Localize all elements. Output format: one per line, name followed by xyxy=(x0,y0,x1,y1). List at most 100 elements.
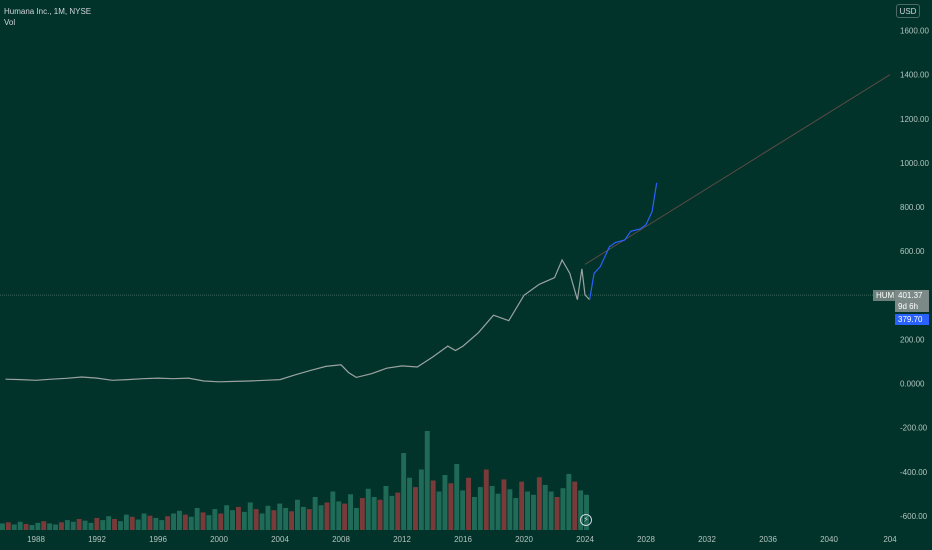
volume-bar xyxy=(383,486,389,530)
x-tick-label: 2000 xyxy=(210,535,228,544)
x-tick-label: 2040 xyxy=(820,535,838,544)
y-tick-label: 1600.00 xyxy=(900,27,929,36)
y-tick-label: 1000.00 xyxy=(900,159,929,168)
volume-bar xyxy=(342,503,348,530)
volume-bar xyxy=(554,497,560,530)
volume-bar xyxy=(283,508,289,530)
volume-bar xyxy=(70,521,76,530)
volume-bar xyxy=(129,516,135,530)
bar-countdown-tag: 9d 6h xyxy=(895,301,929,312)
volume-bar xyxy=(94,517,100,530)
x-tick-label: 2016 xyxy=(454,535,472,544)
volume-bar xyxy=(477,487,483,530)
volume-bar xyxy=(448,483,454,530)
volume-bar xyxy=(88,522,94,530)
volume-bar xyxy=(525,491,530,530)
volume-bar xyxy=(277,503,283,530)
volume-bar xyxy=(501,479,507,530)
volume-bar xyxy=(330,491,336,530)
volume-bar xyxy=(442,475,448,530)
volume-bar xyxy=(295,499,300,530)
volume-bar xyxy=(0,523,5,530)
volume-bar xyxy=(59,522,64,530)
x-tick-label: 2020 xyxy=(515,535,533,544)
projection-line[interactable] xyxy=(589,182,658,300)
volume-bar xyxy=(29,525,35,530)
volume-bar xyxy=(141,513,147,530)
x-tick-label: 2004 xyxy=(271,535,289,544)
volume-bar xyxy=(17,521,23,530)
chart-legend: Humana Inc., 1M, NYSE Vol xyxy=(4,6,91,28)
volume-bar xyxy=(265,505,271,530)
volume-bar xyxy=(35,522,41,530)
last-price-tag: 401.37 xyxy=(895,290,929,301)
volume-label[interactable]: Vol xyxy=(4,18,16,27)
y-tick-label: -400.00 xyxy=(900,468,928,477)
volume-bar xyxy=(241,511,247,530)
volume-bar xyxy=(177,510,182,530)
volume-bar xyxy=(182,514,188,530)
volume-bar xyxy=(200,512,206,530)
volume-bar xyxy=(407,477,412,530)
price-axis[interactable]: 1600.00 1400.00 1200.00 1000.00 800.00 600.00… xyxy=(900,27,929,522)
x-tick-label: 2008 xyxy=(332,535,350,544)
volume-bar xyxy=(82,520,88,530)
y-tick-label: 0.0000 xyxy=(900,380,925,389)
volume-bar xyxy=(395,492,401,530)
y-tick-label: 1200.00 xyxy=(900,115,929,124)
volume-bar xyxy=(454,464,460,530)
time-axis[interactable]: 1988 1992 1996 2000 2004 2008 2012 2016 2020 2024… xyxy=(27,535,897,544)
lightning-icon[interactable]: ⚡ xyxy=(580,514,592,526)
y-tick-label: -200.00 xyxy=(900,424,928,433)
volume-bar xyxy=(354,508,359,530)
volume-bar xyxy=(413,487,418,530)
volume-bar xyxy=(171,513,176,530)
volume-bar xyxy=(300,506,306,530)
volume-bar xyxy=(418,469,424,530)
volume-bar xyxy=(531,494,536,530)
volume-bar xyxy=(289,511,294,530)
volume-bars xyxy=(0,431,589,530)
close-price-tag: 379.70 xyxy=(895,314,929,325)
volume-bar xyxy=(188,516,194,530)
y-tick-label: -600.00 xyxy=(900,512,928,521)
volume-bar xyxy=(206,515,212,530)
volume-bar xyxy=(430,480,436,530)
price-series-line xyxy=(5,258,591,383)
currency-button[interactable]: USD xyxy=(896,4,920,18)
volume-bar xyxy=(218,513,224,530)
volume-bar xyxy=(389,495,395,530)
volume-bar xyxy=(460,490,466,530)
volume-bar xyxy=(230,510,235,530)
x-tick-label: 2032 xyxy=(698,535,716,544)
y-tick-label: 600.00 xyxy=(900,247,925,256)
volume-bar xyxy=(507,489,513,530)
volume-bar xyxy=(324,502,330,530)
volume-bar xyxy=(253,509,259,530)
volume-bar xyxy=(236,506,241,530)
trend-line[interactable] xyxy=(584,74,891,265)
volume-bar xyxy=(271,510,277,530)
volume-bar xyxy=(11,524,17,530)
x-tick-label: 204 xyxy=(883,535,897,544)
volume-bar xyxy=(76,519,82,530)
volume-bar xyxy=(584,494,589,530)
volume-bar xyxy=(247,502,253,530)
volume-bar xyxy=(466,477,471,530)
volume-bar xyxy=(312,497,318,530)
y-tick-label: 1400.00 xyxy=(900,71,929,80)
volume-bar xyxy=(401,453,407,530)
volume-bar xyxy=(106,516,112,530)
volume-bar xyxy=(23,523,29,530)
volume-bar xyxy=(578,490,584,530)
volume-bar xyxy=(147,515,153,530)
volume-bar xyxy=(153,517,159,530)
volume-bar xyxy=(53,524,58,530)
volume-bar xyxy=(41,521,47,530)
volume-bar xyxy=(306,509,312,530)
volume-bar xyxy=(100,520,106,530)
x-tick-label: 1992 xyxy=(88,535,106,544)
symbol-title[interactable]: Humana Inc., 1M, NYSE xyxy=(4,7,92,16)
x-tick-label: 1996 xyxy=(149,535,167,544)
